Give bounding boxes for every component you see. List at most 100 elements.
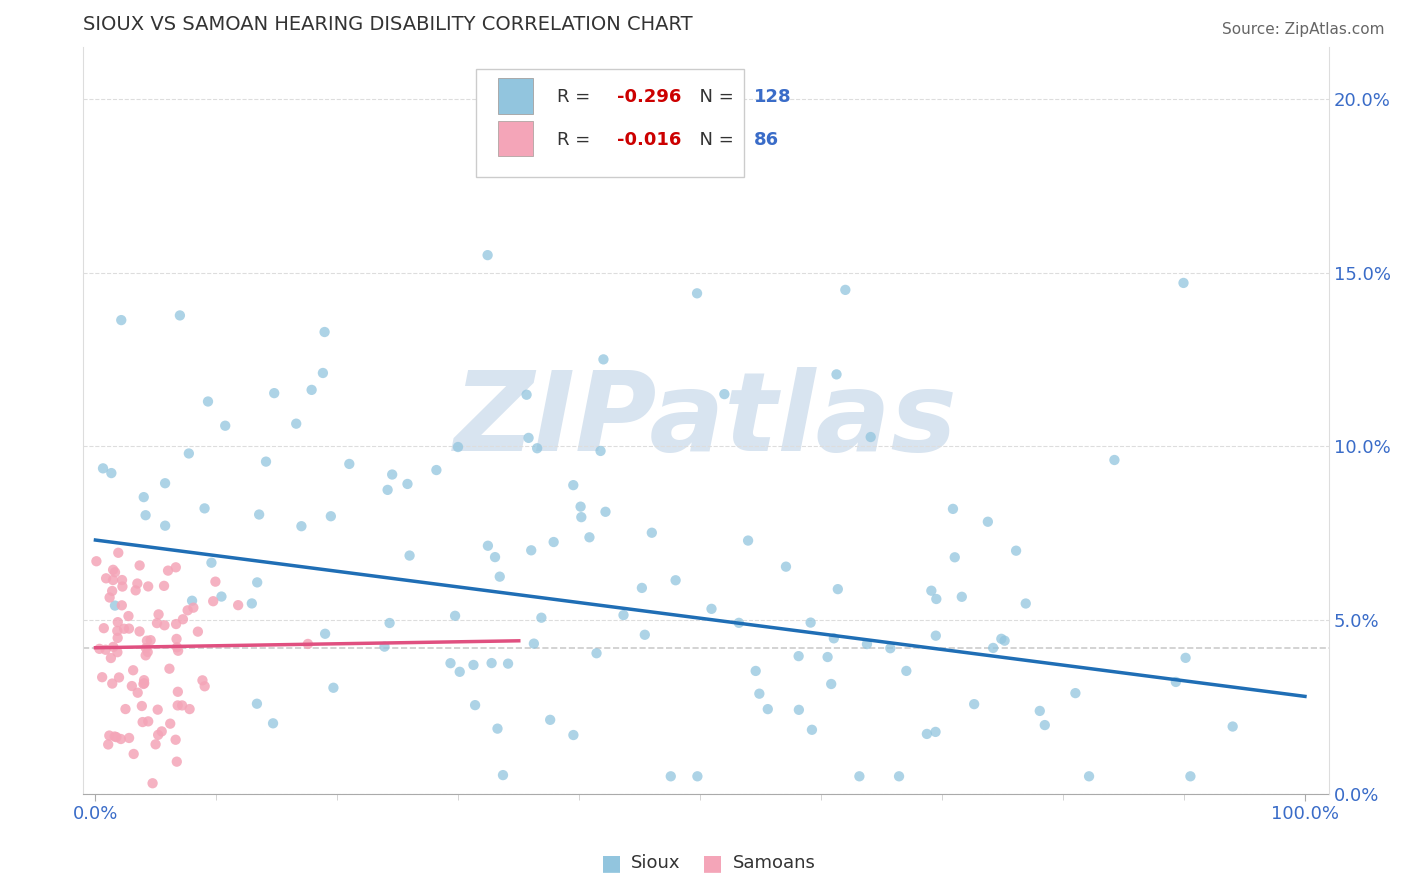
Point — [183, 600, 205, 615]
Point — [117, 609, 139, 624]
Point — [118, 622, 141, 636]
Point — [136, 714, 159, 729]
Point — [848, 769, 870, 783]
Point — [1005, 543, 1028, 558]
Point — [1173, 276, 1195, 290]
Point — [97, 738, 120, 752]
Point — [103, 640, 125, 654]
Point — [820, 677, 842, 691]
Point — [166, 755, 188, 769]
Point — [128, 624, 150, 639]
Point — [194, 679, 217, 693]
Point — [859, 430, 882, 444]
Point — [492, 768, 515, 782]
Point — [100, 466, 122, 480]
FancyBboxPatch shape — [475, 69, 744, 178]
Point — [924, 725, 946, 739]
Point — [177, 446, 200, 460]
Point — [167, 644, 190, 658]
Point — [484, 550, 506, 565]
Point — [538, 713, 561, 727]
Text: R =: R = — [557, 131, 596, 149]
Point — [136, 579, 159, 593]
Point — [148, 607, 170, 622]
Point — [93, 621, 115, 635]
Point — [612, 608, 634, 623]
Point — [181, 593, 204, 607]
Point — [105, 645, 128, 659]
Point — [686, 286, 709, 301]
Point — [520, 543, 543, 558]
Point — [665, 574, 688, 588]
Text: SIOUX VS SAMOAN HEARING DISABILITY CORRELATION CHART: SIOUX VS SAMOAN HEARING DISABILITY CORRE… — [83, 15, 693, 34]
Point — [516, 388, 538, 402]
Point — [285, 417, 308, 431]
Point — [290, 519, 312, 533]
Point — [319, 509, 342, 524]
Point — [121, 679, 143, 693]
Point — [101, 573, 124, 587]
Point — [381, 467, 404, 482]
Point — [377, 483, 399, 497]
Point — [108, 670, 131, 684]
Point — [153, 579, 176, 593]
Point — [226, 598, 249, 612]
Point — [197, 394, 219, 409]
Point — [887, 769, 910, 783]
Point — [569, 510, 592, 524]
Point — [337, 457, 360, 471]
Point — [165, 732, 187, 747]
Point — [634, 628, 657, 642]
Point — [104, 730, 127, 744]
Point — [101, 584, 124, 599]
Point — [204, 574, 226, 589]
Point — [925, 629, 948, 643]
Point — [128, 558, 150, 573]
Point — [728, 615, 751, 630]
Point — [107, 631, 129, 645]
Point — [124, 583, 146, 598]
Text: N =: N = — [688, 131, 740, 149]
Point — [191, 673, 214, 688]
Point — [775, 559, 797, 574]
Point — [592, 352, 614, 367]
Point — [139, 633, 162, 648]
Point — [172, 698, 194, 713]
Point — [200, 556, 222, 570]
Point — [530, 611, 553, 625]
Point — [122, 663, 145, 677]
Point — [523, 637, 546, 651]
Point — [135, 648, 157, 663]
Point — [543, 535, 565, 549]
Point — [562, 478, 585, 492]
Point — [834, 283, 856, 297]
Point — [526, 442, 548, 456]
Point — [166, 698, 188, 713]
Point — [122, 747, 145, 761]
Point — [856, 637, 879, 651]
Point — [98, 591, 121, 605]
Point — [172, 612, 194, 626]
Point — [925, 592, 948, 607]
Point — [477, 539, 499, 553]
FancyBboxPatch shape — [498, 120, 533, 156]
Point — [187, 624, 209, 639]
Point — [744, 664, 766, 678]
Point — [135, 641, 157, 656]
Point — [107, 615, 129, 629]
Point — [101, 676, 124, 690]
Point — [314, 627, 336, 641]
Point — [981, 640, 1004, 655]
Point — [86, 554, 108, 568]
Point — [146, 616, 169, 631]
Point — [153, 618, 176, 632]
Point — [823, 632, 845, 646]
FancyBboxPatch shape — [498, 78, 533, 114]
Point — [254, 455, 277, 469]
Point — [569, 500, 592, 514]
Point — [1180, 769, 1202, 783]
Text: 128: 128 — [754, 88, 792, 106]
Point — [879, 641, 901, 656]
Point — [950, 590, 973, 604]
Point — [111, 573, 134, 587]
